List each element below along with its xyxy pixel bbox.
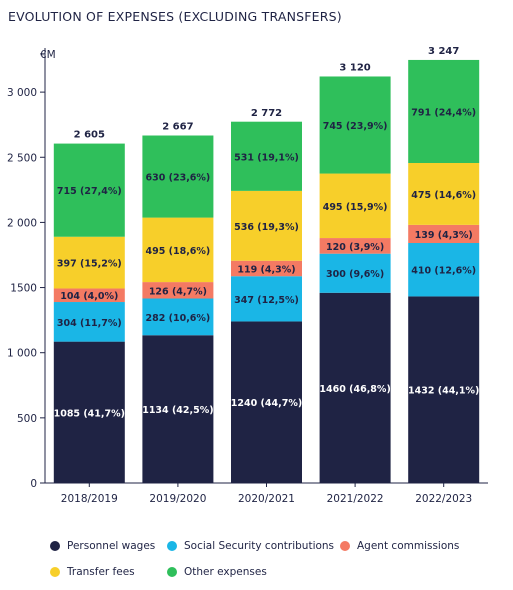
bar-segment (142, 335, 214, 483)
bar-segment (319, 76, 391, 174)
segment-value-label: 1460 (46,8%) (319, 384, 390, 395)
segment-value-label: 1085 (41,7%) (54, 408, 125, 419)
bar-segment (53, 236, 125, 289)
bar-total-label: 2 772 (251, 108, 282, 119)
bar-total-label: 3 247 (428, 46, 459, 57)
bar-segment (408, 59, 480, 163)
legend-label: Transfer fees (67, 566, 135, 578)
segment-value-label: 531 (19,1%) (234, 152, 299, 163)
segment-value-label: 126 (4,7%) (149, 286, 207, 297)
x-tick-label: 2019/2020 (149, 493, 206, 505)
y-axis-unit-label: €M (40, 49, 56, 61)
legend-label: Agent commissions (357, 540, 460, 552)
segment-value-label: 120 (3,9%) (326, 242, 384, 253)
segment-value-label: 495 (15,9%) (323, 202, 388, 213)
y-tick-label: 2 000 (7, 217, 37, 229)
bar-segment (53, 341, 125, 483)
bar-segment (319, 253, 391, 293)
segment-value-label: 410 (12,6%) (411, 266, 476, 277)
bar-total-label: 2 605 (74, 130, 105, 141)
segment-value-label: 1240 (44,7%) (231, 398, 302, 409)
bar-segment (231, 276, 302, 322)
bar-total-label: 3 120 (339, 62, 370, 73)
segment-value-label: 791 (24,4%) (411, 107, 476, 118)
x-axis: 2018/2019 2019/2020 2020/2021 2021/2022 2022… (45, 482, 488, 505)
bar-segment (231, 260, 302, 277)
x-tick-label: 2020/2021 (238, 493, 295, 505)
segment-value-label: 715 (27,4%) (57, 186, 122, 197)
segment-value-label: 397 (15,2%) (57, 259, 122, 270)
bar-stack: 1134 (42,5%) 282 (10,6%) 126 (4,7%) 495 (18… (142, 122, 214, 483)
bar-segment (231, 321, 302, 483)
chart-title: EVOLUTION OF EXPENSES (EXCLUDING TRANSFE… (8, 9, 342, 24)
bar-stack: 1460 (46,8%) 300 (9,6%) 120 (3,9%) 495 (15,… (319, 62, 391, 483)
y-tick-label: 500 (17, 413, 37, 425)
bar-segment (319, 238, 391, 254)
bar-segment (53, 288, 125, 303)
legend-label: Personnel wages (67, 540, 156, 552)
legend-item: Personnel wages (50, 540, 155, 552)
bar-segment (408, 224, 480, 243)
legend-label: Other expenses (184, 566, 267, 578)
segment-value-label: 104 (4,0%) (60, 291, 118, 302)
y-tick-label: 2 500 (7, 152, 37, 164)
legend-swatch (167, 541, 177, 551)
bars: 1085 (41,7%) 304 (11,7%) 104 (4,0%) 397 (15… (54, 46, 479, 483)
bar-total-label: 2 667 (162, 122, 193, 133)
segment-value-label: 304 (11,7%) (57, 318, 122, 329)
y-tick-label: 3 000 (7, 87, 37, 99)
y-tick-label: 1 000 (7, 348, 37, 360)
bar-segment (319, 292, 391, 483)
segment-value-label: 1134 (42,5%) (142, 405, 213, 416)
bar-segment (408, 242, 480, 297)
segment-value-label: 300 (9,6%) (326, 269, 384, 280)
bar-stack: 1432 (44,1%) 410 (12,6%) 139 (4,3%) 475 (14… (408, 46, 479, 483)
segment-value-label: 119 (4,3%) (237, 264, 295, 275)
segment-value-label: 282 (10,6%) (146, 313, 211, 324)
legend-item: Transfer fees (50, 566, 135, 578)
segment-value-label: 630 (23,6%) (146, 173, 211, 184)
y-tick-label: 1500 (10, 283, 37, 295)
legend-item: Social Security contributions (167, 540, 334, 552)
legend-item: Other expenses (167, 566, 267, 578)
legend-swatch (50, 567, 60, 577)
legend-swatch (167, 567, 177, 577)
x-tick-label: 2022/2023 (415, 493, 472, 505)
bar-segment (142, 282, 214, 299)
legend-swatch (50, 541, 60, 551)
bar-segment (53, 302, 125, 342)
segment-value-label: 1432 (44,1%) (408, 386, 479, 397)
bar-segment (408, 162, 480, 225)
bar-segment (53, 143, 125, 237)
bar-segment (231, 121, 302, 191)
y-axis: 0 500 1 000 1500 2 000 2 500 3 000 (7, 48, 46, 490)
segment-value-label: 475 (14,6%) (411, 190, 476, 201)
legend-item: Agent commissions (340, 540, 459, 552)
x-tick-label: 2021/2022 (327, 493, 384, 505)
bar-stack: 1240 (44,7%) 347 (12,5%) 119 (4,3%) 536 (19… (231, 108, 302, 483)
legend-swatch (340, 541, 350, 551)
segment-value-label: 745 (23,9%) (323, 121, 388, 132)
bar-segment (142, 135, 214, 218)
x-tick-label: 2018/2019 (61, 493, 118, 505)
bar-segment (142, 217, 214, 283)
segment-value-label: 139 (4,3%) (415, 230, 473, 241)
bar-segment (231, 190, 302, 261)
segment-value-label: 536 (19,3%) (234, 222, 299, 233)
bar-segment (142, 298, 214, 336)
legend-label: Social Security contributions (184, 540, 335, 552)
y-tick-label: 0 (30, 478, 37, 490)
segment-value-label: 347 (12,5%) (234, 295, 299, 306)
bar-segment (319, 173, 391, 239)
segment-value-label: 495 (18,6%) (146, 246, 211, 257)
bar-stack: 1085 (41,7%) 304 (11,7%) 104 (4,0%) 397 (15… (54, 130, 125, 483)
bar-segment (408, 296, 480, 483)
